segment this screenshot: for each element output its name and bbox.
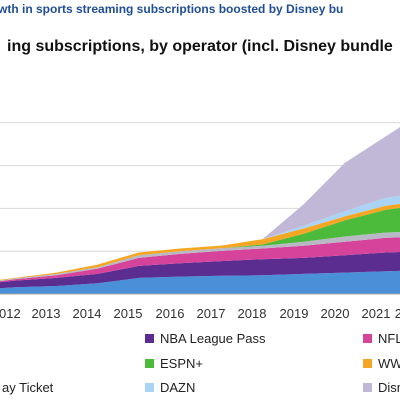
area-series-0 [0,270,400,294]
chart-subtitle: ing subscriptions, by operator (incl. Di… [7,38,393,55]
legend-label-sunday-ticket: ay Ticket [2,380,54,395]
legend-swatch-nba-league-pass [145,334,154,343]
x-tick-label-0: 012 [0,306,21,321]
legend-label-dazn: DAZN [160,380,196,395]
x-tick-label-9: 2021 [362,306,391,321]
legend-item-ww: WW [363,356,400,371]
legend-item-sunday-ticket: ay Ticket [2,380,53,395]
legend-label-nfl: NFL [378,331,400,346]
area-series-1 [0,252,400,289]
legend-swatch-espn-plus [145,359,154,368]
legend-item-dazn: DAZN [145,380,195,395]
legend-label-disney: Disn [378,380,400,395]
legend-label-ww: WW [378,356,400,371]
legend-label-nba-league-pass: NBA League Pass [160,331,266,346]
x-tick-label-2: 2014 [73,306,102,321]
legend-swatch-disney [363,383,372,392]
x-tick-label-1: 2013 [32,306,61,321]
area-series-7 [0,127,400,280]
legend-swatch-ww [363,359,372,368]
legend-swatch-dazn [145,383,154,392]
x-tick-label-7: 2019 [280,306,309,321]
x-tick-label-8: 2020 [321,306,350,321]
x-tick-label-10: 2 [395,306,400,321]
legend-item-nba-league-pass: NBA League Pass [145,331,266,346]
x-tick-label-4: 2016 [156,306,185,321]
legend-item-disney: Disn [363,380,400,395]
x-tick-label-3: 2015 [114,306,143,321]
area-series-3 [0,232,400,282]
chart-title: wth in sports streaming subscriptions bo… [0,2,344,16]
legend-swatch-nfl [363,334,372,343]
legend-item-nfl: NFL [363,331,400,346]
area-series-2 [0,237,400,283]
legend-label-espn-plus: ESPN+ [160,356,203,371]
legend-item-espn-plus: ESPN+ [145,356,203,371]
x-tick-label-5: 2017 [197,306,226,321]
x-tick-label-6: 2018 [238,306,267,321]
